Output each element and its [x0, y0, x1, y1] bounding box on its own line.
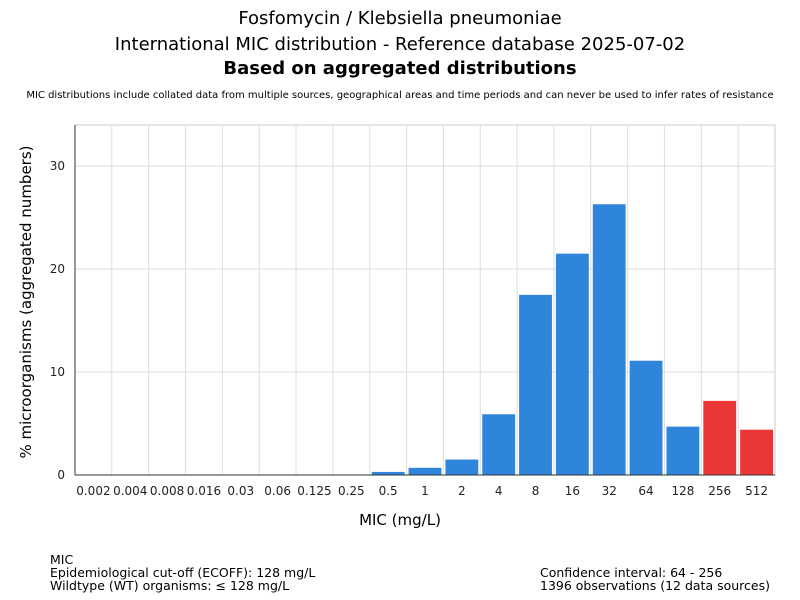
bar-64 — [629, 360, 663, 475]
x-tick-label: 256 — [708, 484, 731, 498]
chart-title-line1: Fosfomycin / Klebsiella pneumoniae — [238, 8, 562, 29]
x-tick-label: 0.125 — [297, 484, 331, 498]
x-tick-label: 0.25 — [338, 484, 365, 498]
footer-observations: 1396 observations (12 data sources) — [540, 578, 770, 593]
x-axis-title: MIC (mg/L) — [359, 511, 441, 529]
footer-confidence-interval: Confidence interval: 64 - 256 — [540, 565, 723, 580]
footer-ecoff: Epidemiological cut-off (ECOFF): 128 mg/… — [50, 565, 316, 580]
bar-256 — [703, 400, 737, 475]
bar-512 — [740, 429, 773, 475]
chart-title-line2: International MIC distribution - Referen… — [114, 34, 686, 55]
x-tick-label: 64 — [638, 484, 653, 498]
x-tick-label: 0.06 — [264, 484, 291, 498]
y-tick-label: 20 — [50, 262, 65, 276]
footer-mic-label: MIC — [50, 552, 74, 567]
x-tick-label: 512 — [745, 484, 768, 498]
x-tick-label: 128 — [671, 484, 694, 498]
chart-title-line3: Based on aggregated distributions — [223, 58, 577, 79]
bar-8 — [519, 294, 552, 475]
footer-wildtype: Wildtype (WT) organisms: ≤ 128 mg/L — [50, 578, 290, 593]
x-tick-label: 0.008 — [150, 484, 184, 498]
bar-2 — [445, 459, 479, 475]
footer-left: MIC Epidemiological cut-off (ECOFF): 128… — [50, 553, 315, 592]
x-tick-label: 1 — [421, 484, 429, 498]
chart-subtitle: MIC distributions include collated data … — [26, 90, 774, 101]
footer-right: Confidence interval: 64 - 256 1396 obser… — [540, 566, 770, 592]
y-axis-title: % microorganisms (aggregated numbers) — [17, 145, 35, 458]
bar-32 — [592, 204, 626, 475]
x-tick-label: 0.016 — [187, 484, 221, 498]
y-tick-label: 0 — [57, 468, 65, 482]
x-tick-label: 4 — [495, 484, 503, 498]
y-tick-label: 10 — [50, 365, 65, 379]
x-tick-label: 0.03 — [227, 484, 254, 498]
bar-16 — [555, 253, 589, 475]
y-tick-label: 30 — [50, 159, 65, 173]
bar-4 — [482, 414, 516, 475]
bar-1 — [408, 467, 442, 475]
bar-128 — [666, 426, 700, 475]
x-tick-label: 2 — [458, 484, 466, 498]
bar-0.5 — [371, 471, 405, 475]
x-tick-label: 16 — [565, 484, 580, 498]
x-tick-label: 8 — [532, 484, 540, 498]
x-tick-label: 0.002 — [76, 484, 110, 498]
plot-area — [74, 124, 776, 476]
x-tick-label: 32 — [602, 484, 617, 498]
x-tick-label: 0.004 — [113, 484, 147, 498]
x-tick-label: 0.5 — [379, 484, 398, 498]
